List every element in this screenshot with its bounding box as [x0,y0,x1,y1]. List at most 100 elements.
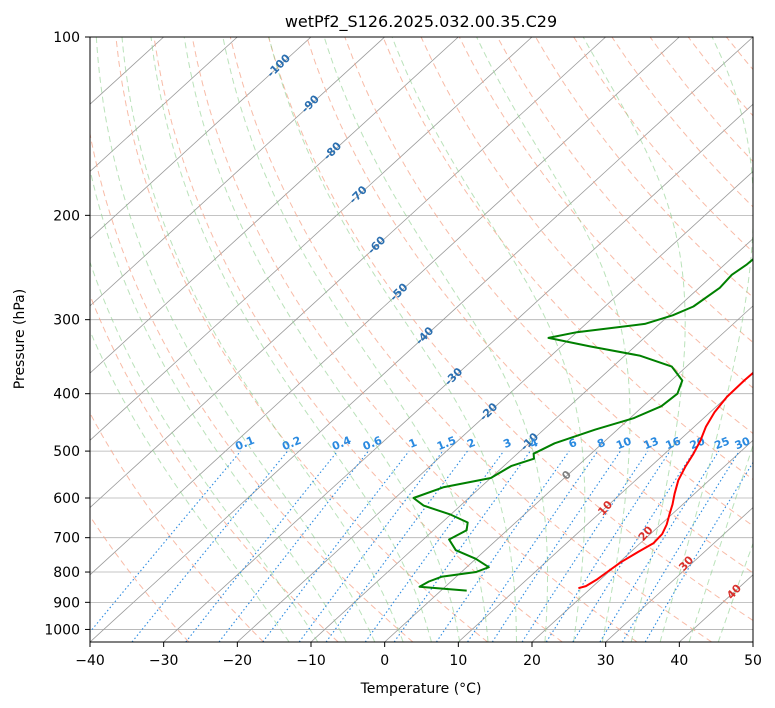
isotherm-line [90,37,680,576]
dry-adiabat-line [90,515,190,642]
isotherm-line [90,37,753,642]
mixing-ratio-label: 16 [664,434,683,452]
isotherm-label: -100 [264,51,293,80]
y-tick-label: 200 [53,208,80,224]
mixing-ratio-line [262,450,410,642]
moist-adiabat-line [183,37,461,642]
isotherm-line [163,103,753,642]
dry-adiabat-line [344,37,753,527]
mixing-ratio-label: 2 [465,436,477,451]
mixing-ratio-line [545,450,671,642]
moist-adiabat-line [582,37,686,642]
mixing-ratio-line [90,450,242,633]
mixing-ratio-line [644,461,753,642]
dry-adiabat-line [535,37,753,298]
background-lines [90,37,775,642]
mixing-ratio-label: 25 [712,435,731,453]
mixing-ratio-label: 3 [501,436,513,451]
mixing-ratio-line [218,450,369,642]
dry-adiabat-line [687,37,753,117]
moist-adiabat-label: 30 [676,553,696,573]
isotherm-line [90,37,459,374]
mixing-ratio-line [467,450,599,642]
y-tick-label: 300 [53,313,80,329]
mixing-ratio-line [131,450,289,642]
moist-adiabat-line [659,37,753,642]
x-tick-label: 40 [670,653,688,669]
y-tick-label: 1000 [44,622,80,638]
isotherm-line [458,372,753,642]
mixing-ratio-label: 20 [688,434,707,452]
y-tick-label: 700 [53,531,80,547]
mixing-ratio-label: 10 [614,434,633,452]
x-axis-label: Temperature (°C) [360,681,482,697]
data-series [412,258,753,592]
x-tick-label: 50 [744,653,762,669]
chart-title: wetPf2_S126.2025.032.00.35.C29 [285,12,557,32]
dry-adiabat-line [115,37,488,642]
mixing-ratio-line [435,450,570,642]
y-tick-label: 100 [53,30,80,46]
moist-adiabat-line [90,260,319,642]
dry-adiabat-line [573,37,753,253]
moist-adiabat-label: 20 [636,523,656,543]
isotherm-line [531,439,753,642]
mixing-ratio-line [572,450,695,642]
moist-adiabat-line [95,37,376,642]
mixing-ratio-label: 30 [733,434,752,452]
mixing-ratio-label: 8 [595,436,607,451]
dry-adiabat-line [420,37,753,435]
dry-adiabat-line [90,131,414,642]
dry-adiabat-line [726,37,753,71]
dry-adiabat-line [306,37,753,574]
dry-adiabat-line [765,37,775,642]
moist-adiabat-line [90,167,347,642]
y-tick-label: 900 [53,595,80,611]
dry-adiabat-line [382,37,753,481]
mixing-ratio-label: 13 [642,435,661,453]
y-tick-label: 400 [53,387,80,403]
dry-adiabat-line [611,37,753,208]
moist-adiabat-line [90,329,290,642]
mixing-ratio-label: 0.4 [330,434,353,453]
moist-adiabat-line [391,37,586,642]
moist-adiabat-line [268,37,517,642]
moist-adiabat-line [150,37,432,642]
mixing-ratio-line [521,450,649,642]
y-tick-label: 600 [53,491,80,507]
moist-adiabat-line [323,37,548,642]
isotherm-line [90,37,312,240]
isotherm-line [384,305,753,642]
mixing-ratio-label: 36 [754,434,773,452]
mixing-ratio-label: 1 [407,436,419,451]
moist-adiabat-line [121,37,404,642]
isotherm-line [90,37,533,441]
dry-adiabat-line [229,37,712,642]
mixing-ratio-line [185,450,339,642]
moist-adiabat-line [717,542,753,642]
plot-frame [89,36,754,643]
dry-adiabat-line [649,37,753,163]
x-tick-label: −20 [223,653,253,669]
x-tick-label: 0 [380,653,389,669]
mixing-ratio-line [298,450,444,642]
moist-adiabat-line [476,37,631,642]
x-tick-label: 10 [449,653,467,669]
x-tick-label: −30 [149,653,179,669]
isotherm-line [237,170,753,642]
isotherm-line [90,37,238,172]
isotherm-line [90,37,606,509]
dewpoint-profile-line [412,258,753,592]
x-tick-label: 20 [523,653,541,669]
dry-adiabat-line [153,37,563,642]
dry-adiabat-line [90,412,264,642]
isotherm-line [605,507,753,642]
y-axis-label: Pressure (hPa) [12,289,28,389]
temperature-profile-line [578,371,753,590]
mixing-ratio-line [621,450,740,642]
x-tick-label: 30 [597,653,615,669]
line-labels: -100-90-80-70-60-50-40-30-20-1000.1 0.2 0.… [233,51,773,602]
axes: −40 −30 −20 −10 0 10 20 30 40 50 100 200 300 400 500 60… [44,30,762,669]
isotherm-line [90,37,385,307]
